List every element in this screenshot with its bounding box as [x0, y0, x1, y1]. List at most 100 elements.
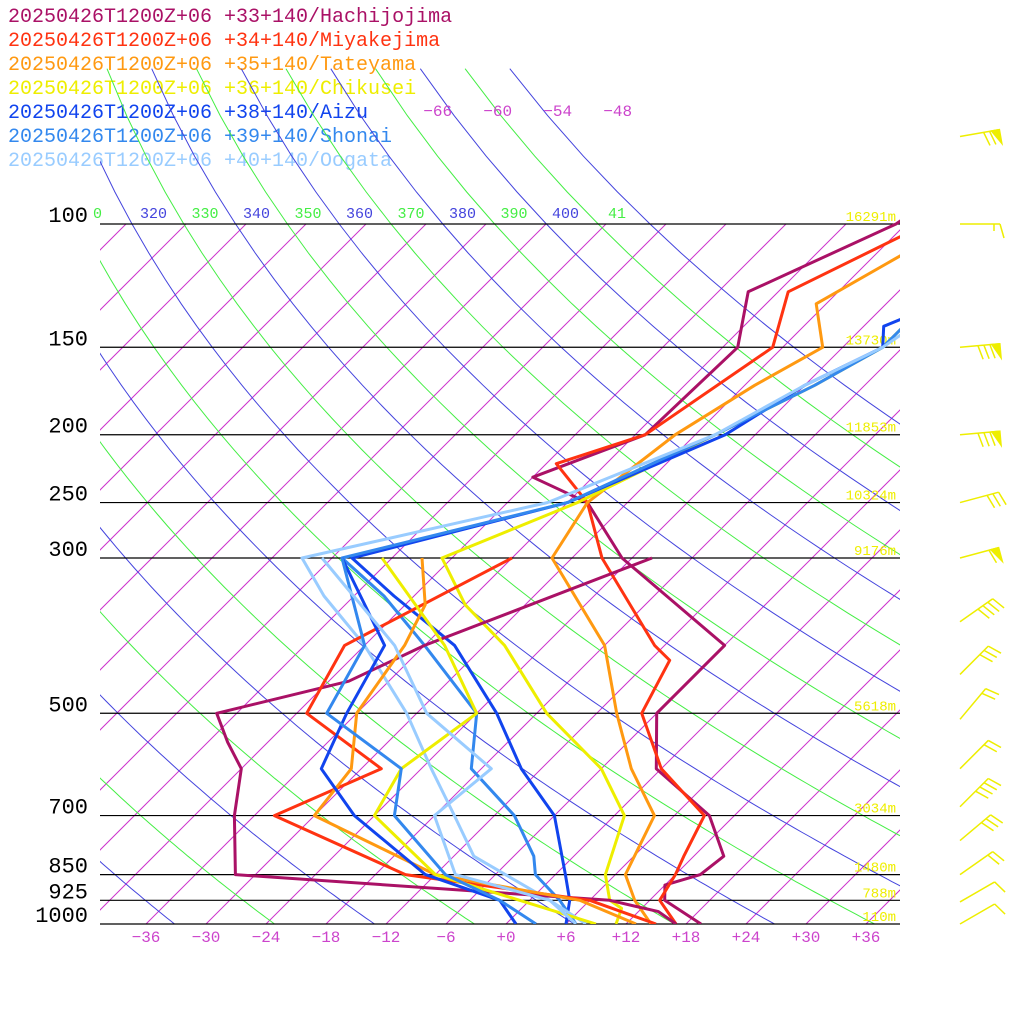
- isotherm-label: −54: [543, 103, 572, 121]
- height-label: 9176m: [854, 544, 896, 560]
- isotherm-line: [325, 349, 900, 924]
- theta-label: 400: [552, 206, 579, 223]
- pressure-label: 250: [48, 483, 88, 508]
- wind-barb: [959, 881, 1006, 903]
- wind-barb: [959, 598, 1005, 623]
- height-label: 16291m: [846, 210, 896, 226]
- series-line: [272, 556, 657, 924]
- pressure-label: 200: [48, 415, 88, 440]
- isotherm-label: −66: [423, 103, 452, 121]
- isotherm-line: [100, 223, 367, 491]
- x-tick-label: −18: [312, 929, 341, 947]
- theta-label: 330: [191, 206, 218, 223]
- x-tick-label: −6: [436, 929, 455, 947]
- isotherm-line: [745, 769, 900, 924]
- wind-barb: [959, 342, 1003, 361]
- pressure-label: 850: [48, 855, 88, 880]
- legend-entry: 20250426T1200Z+06 +34+140/Miyakejima: [8, 30, 441, 53]
- x-tick-label: +24: [732, 929, 761, 947]
- isotherm-line: [100, 223, 307, 431]
- wind-barb: [959, 739, 1002, 770]
- sounding-lines: [215, 219, 900, 924]
- series-line: [340, 327, 900, 924]
- wind-barb: [959, 814, 1004, 842]
- isotherm-line: [265, 289, 900, 924]
- x-tick-label: +36: [852, 929, 881, 947]
- x-tick-label: +0: [496, 929, 515, 947]
- height-label: 5618m: [854, 699, 896, 715]
- theta-label: 360: [346, 206, 373, 223]
- theta-label: 340: [243, 206, 270, 223]
- series-line: [300, 333, 900, 924]
- dry-adiabat-line: [100, 160, 900, 887]
- isotherm-line: [100, 223, 187, 311]
- isotherm-label: −48: [603, 103, 632, 121]
- pressure-label: 150: [48, 327, 88, 352]
- legend-entry: 20250426T1200Z+06 +39+140/Shonai: [8, 126, 393, 149]
- theta-label: 41: [608, 206, 626, 223]
- wind-barb: [959, 687, 1000, 720]
- wind-barb: [959, 128, 1004, 147]
- series-line: [531, 219, 900, 924]
- wind-barb: [959, 645, 1002, 675]
- x-tick-label: −36: [132, 929, 161, 947]
- dry-adiabat-line: [419, 68, 900, 512]
- legend-entry: 20250426T1200Z+06 +33+140/Hachijojima: [8, 6, 453, 29]
- x-tick-label: −30: [192, 929, 221, 947]
- isotherm-line: [685, 709, 900, 924]
- isotherm-line: [625, 649, 900, 924]
- x-tick-label: +6: [556, 929, 575, 947]
- x-tick-label: −24: [252, 929, 281, 947]
- isotherm-line: [505, 529, 900, 924]
- isotherm-line: [805, 829, 900, 924]
- pressure-label: 500: [48, 693, 88, 718]
- isotherm-line: [100, 223, 667, 791]
- pressure-label: 300: [48, 538, 88, 563]
- wind-barb: [959, 546, 1004, 564]
- legend-entry: 20250426T1200Z+06 +40+140/Oogata: [8, 150, 393, 173]
- series-line: [550, 254, 900, 924]
- dry-adiabat-line: [100, 352, 776, 924]
- dry-adiabat-line: [196, 68, 900, 740]
- dry-adiabat-line: [240, 68, 900, 692]
- wind-barb: [959, 777, 1002, 808]
- dry-adiabat-line: [100, 860, 176, 924]
- height-label: 788m: [862, 886, 896, 902]
- height-label: 11853m: [846, 421, 896, 437]
- theta-label: 370: [397, 206, 424, 223]
- isotherm-line: [445, 469, 900, 924]
- dry-adiabat-line: [151, 68, 900, 788]
- pressure-label: 925: [48, 880, 88, 905]
- height-label: 10324m: [846, 489, 896, 505]
- theta-label: 320: [140, 206, 167, 223]
- height-label: 1480m: [854, 861, 896, 877]
- series-line: [440, 327, 900, 924]
- dry-adiabat-line: [100, 440, 676, 924]
- isotherm-label: −60: [483, 103, 512, 121]
- dry-adiabat-line: [100, 526, 576, 924]
- dry-adiabat-line: [100, 259, 876, 924]
- pressure-label: 700: [48, 796, 88, 821]
- x-tick-label: +12: [612, 929, 641, 947]
- isotherm-line: [565, 589, 900, 924]
- dry-adiabat-line: [100, 694, 376, 924]
- isotherm-line: [100, 223, 247, 371]
- theta-label: 390: [500, 206, 527, 223]
- wind-barb: [959, 491, 1007, 509]
- wind-barb: [959, 430, 1003, 448]
- legend-entry: 20250426T1200Z+06 +36+140/Chikusei: [8, 78, 417, 101]
- x-tick-label: −12: [372, 929, 401, 947]
- wind-barb: [959, 903, 1006, 925]
- wind-barb: [959, 851, 1005, 876]
- dry-adiabat-line: [106, 68, 900, 837]
- isotherm-line: [986, 224, 1024, 924]
- isotherm-line: [145, 223, 847, 924]
- series-line: [325, 557, 537, 924]
- isotherm-line: [385, 409, 900, 924]
- dry-adiabat-line: [100, 777, 276, 924]
- theta-label: 350: [294, 206, 321, 223]
- theta-label: 380: [449, 206, 476, 223]
- legend-entry: 20250426T1200Z+06 +38+140/Aizu: [8, 102, 369, 125]
- series-line: [372, 557, 597, 924]
- series-line: [320, 557, 578, 924]
